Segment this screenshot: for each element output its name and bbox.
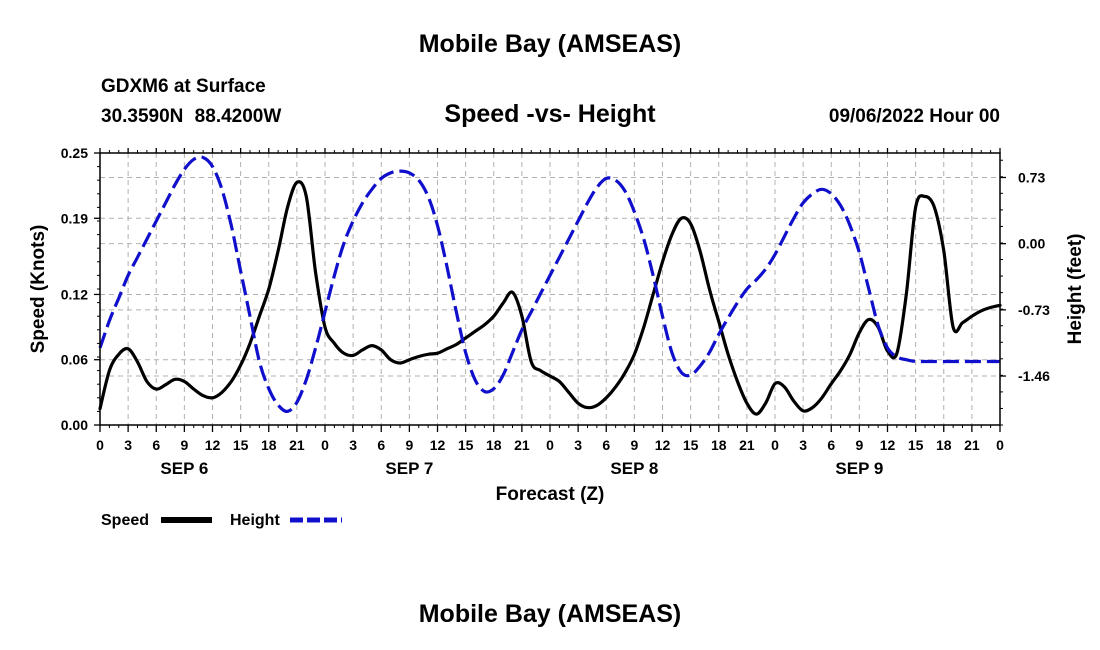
x-tick-label: 0 (96, 437, 104, 453)
x-tick-label: 15 (458, 437, 474, 453)
day-label: SEP 7 (385, 459, 433, 478)
x-tick-label: 15 (683, 437, 699, 453)
legend-label-speed: Speed (101, 512, 149, 529)
x-tick-label: 9 (630, 437, 638, 453)
x-tick-label: 21 (739, 437, 755, 453)
x-tick-label: 21 (289, 437, 305, 453)
x-tick-label: 12 (655, 437, 671, 453)
x-tick-label: 6 (602, 437, 610, 453)
x-tick-label: 6 (377, 437, 385, 453)
chart-title: Mobile Bay (AMSEAS) (418, 30, 682, 58)
x-tick-label: 12 (430, 437, 446, 453)
x-tick-label: 0 (771, 437, 779, 453)
x-tick-label: 3 (349, 437, 357, 453)
x-tick-label: 21 (964, 437, 980, 453)
y-tick-label-left: 0.19 (61, 210, 88, 226)
x-tick-label: 12 (205, 437, 221, 453)
x-tick-label: 12 (880, 437, 896, 453)
y-tick-label-left: 0.00 (61, 417, 88, 433)
x-tick-label: 3 (124, 437, 132, 453)
x-tick-label: 0 (546, 437, 554, 453)
x-axis-label: Forecast (Z) (496, 484, 605, 505)
x-tick-label: 15 (233, 437, 249, 453)
chart-subtitle: Speed -vs- Height (444, 100, 656, 128)
series-group (98, 155, 1002, 416)
x-tick-label: 3 (799, 437, 807, 453)
forecast-datetime: 09/06/2022 Hour 00 (828, 106, 1000, 127)
x-tick-label: 9 (180, 437, 188, 453)
x-tick-label: 3 (574, 437, 582, 453)
series-line-speed (98, 180, 1002, 416)
y-tick-label-right: 0.73 (1018, 169, 1045, 185)
x-tick-label: 9 (855, 437, 863, 453)
y-tick-label-left: 0.12 (61, 286, 88, 302)
station-label: GDXM6 at Surface (101, 76, 266, 97)
y-tick-label-right: -0.73 (1018, 302, 1050, 318)
day-label: SEP 9 (835, 459, 883, 478)
y-tick-label-left: 0.25 (61, 145, 88, 161)
legend-label-height: Height (230, 512, 280, 529)
x-tick-label: 21 (514, 437, 530, 453)
station-coordinates: 30.3590N 88.4200W (101, 106, 282, 127)
y-axis-right-label: Height (feet) (1065, 234, 1086, 345)
series-line-height (98, 155, 1000, 414)
x-tick-label: 6 (152, 437, 160, 453)
legend: Speed Height (101, 512, 342, 529)
y-tick-label-left: 0.06 (61, 352, 88, 368)
footer-title: Mobile Bay (AMSEAS) (418, 600, 682, 628)
x-tick-label: 9 (405, 437, 413, 453)
day-label: SEP 8 (610, 459, 658, 478)
x-tick-label: 15 (908, 437, 924, 453)
x-tick-label: 0 (996, 437, 1004, 453)
x-tick-label: 18 (936, 437, 952, 453)
x-tick-label: 18 (711, 437, 727, 453)
y-axis-left-label: Speed (Knots) (28, 225, 49, 354)
y-tick-label-right: -1.46 (1018, 368, 1050, 384)
x-tick-label: 0 (321, 437, 329, 453)
day-label: SEP 6 (160, 459, 208, 478)
y-tick-label-right: 0.00 (1018, 236, 1045, 252)
x-tick-label: 18 (261, 437, 277, 453)
axes: 0 3 6 9 12 15 18 21 0 3 6 9 12 15 18 21 0 3 6 9 12 15 18 21 0 3 6 9… (61, 145, 1050, 478)
x-tick-label: 6 (827, 437, 835, 453)
x-tick-label: 18 (486, 437, 502, 453)
grid-lines (100, 153, 1000, 425)
